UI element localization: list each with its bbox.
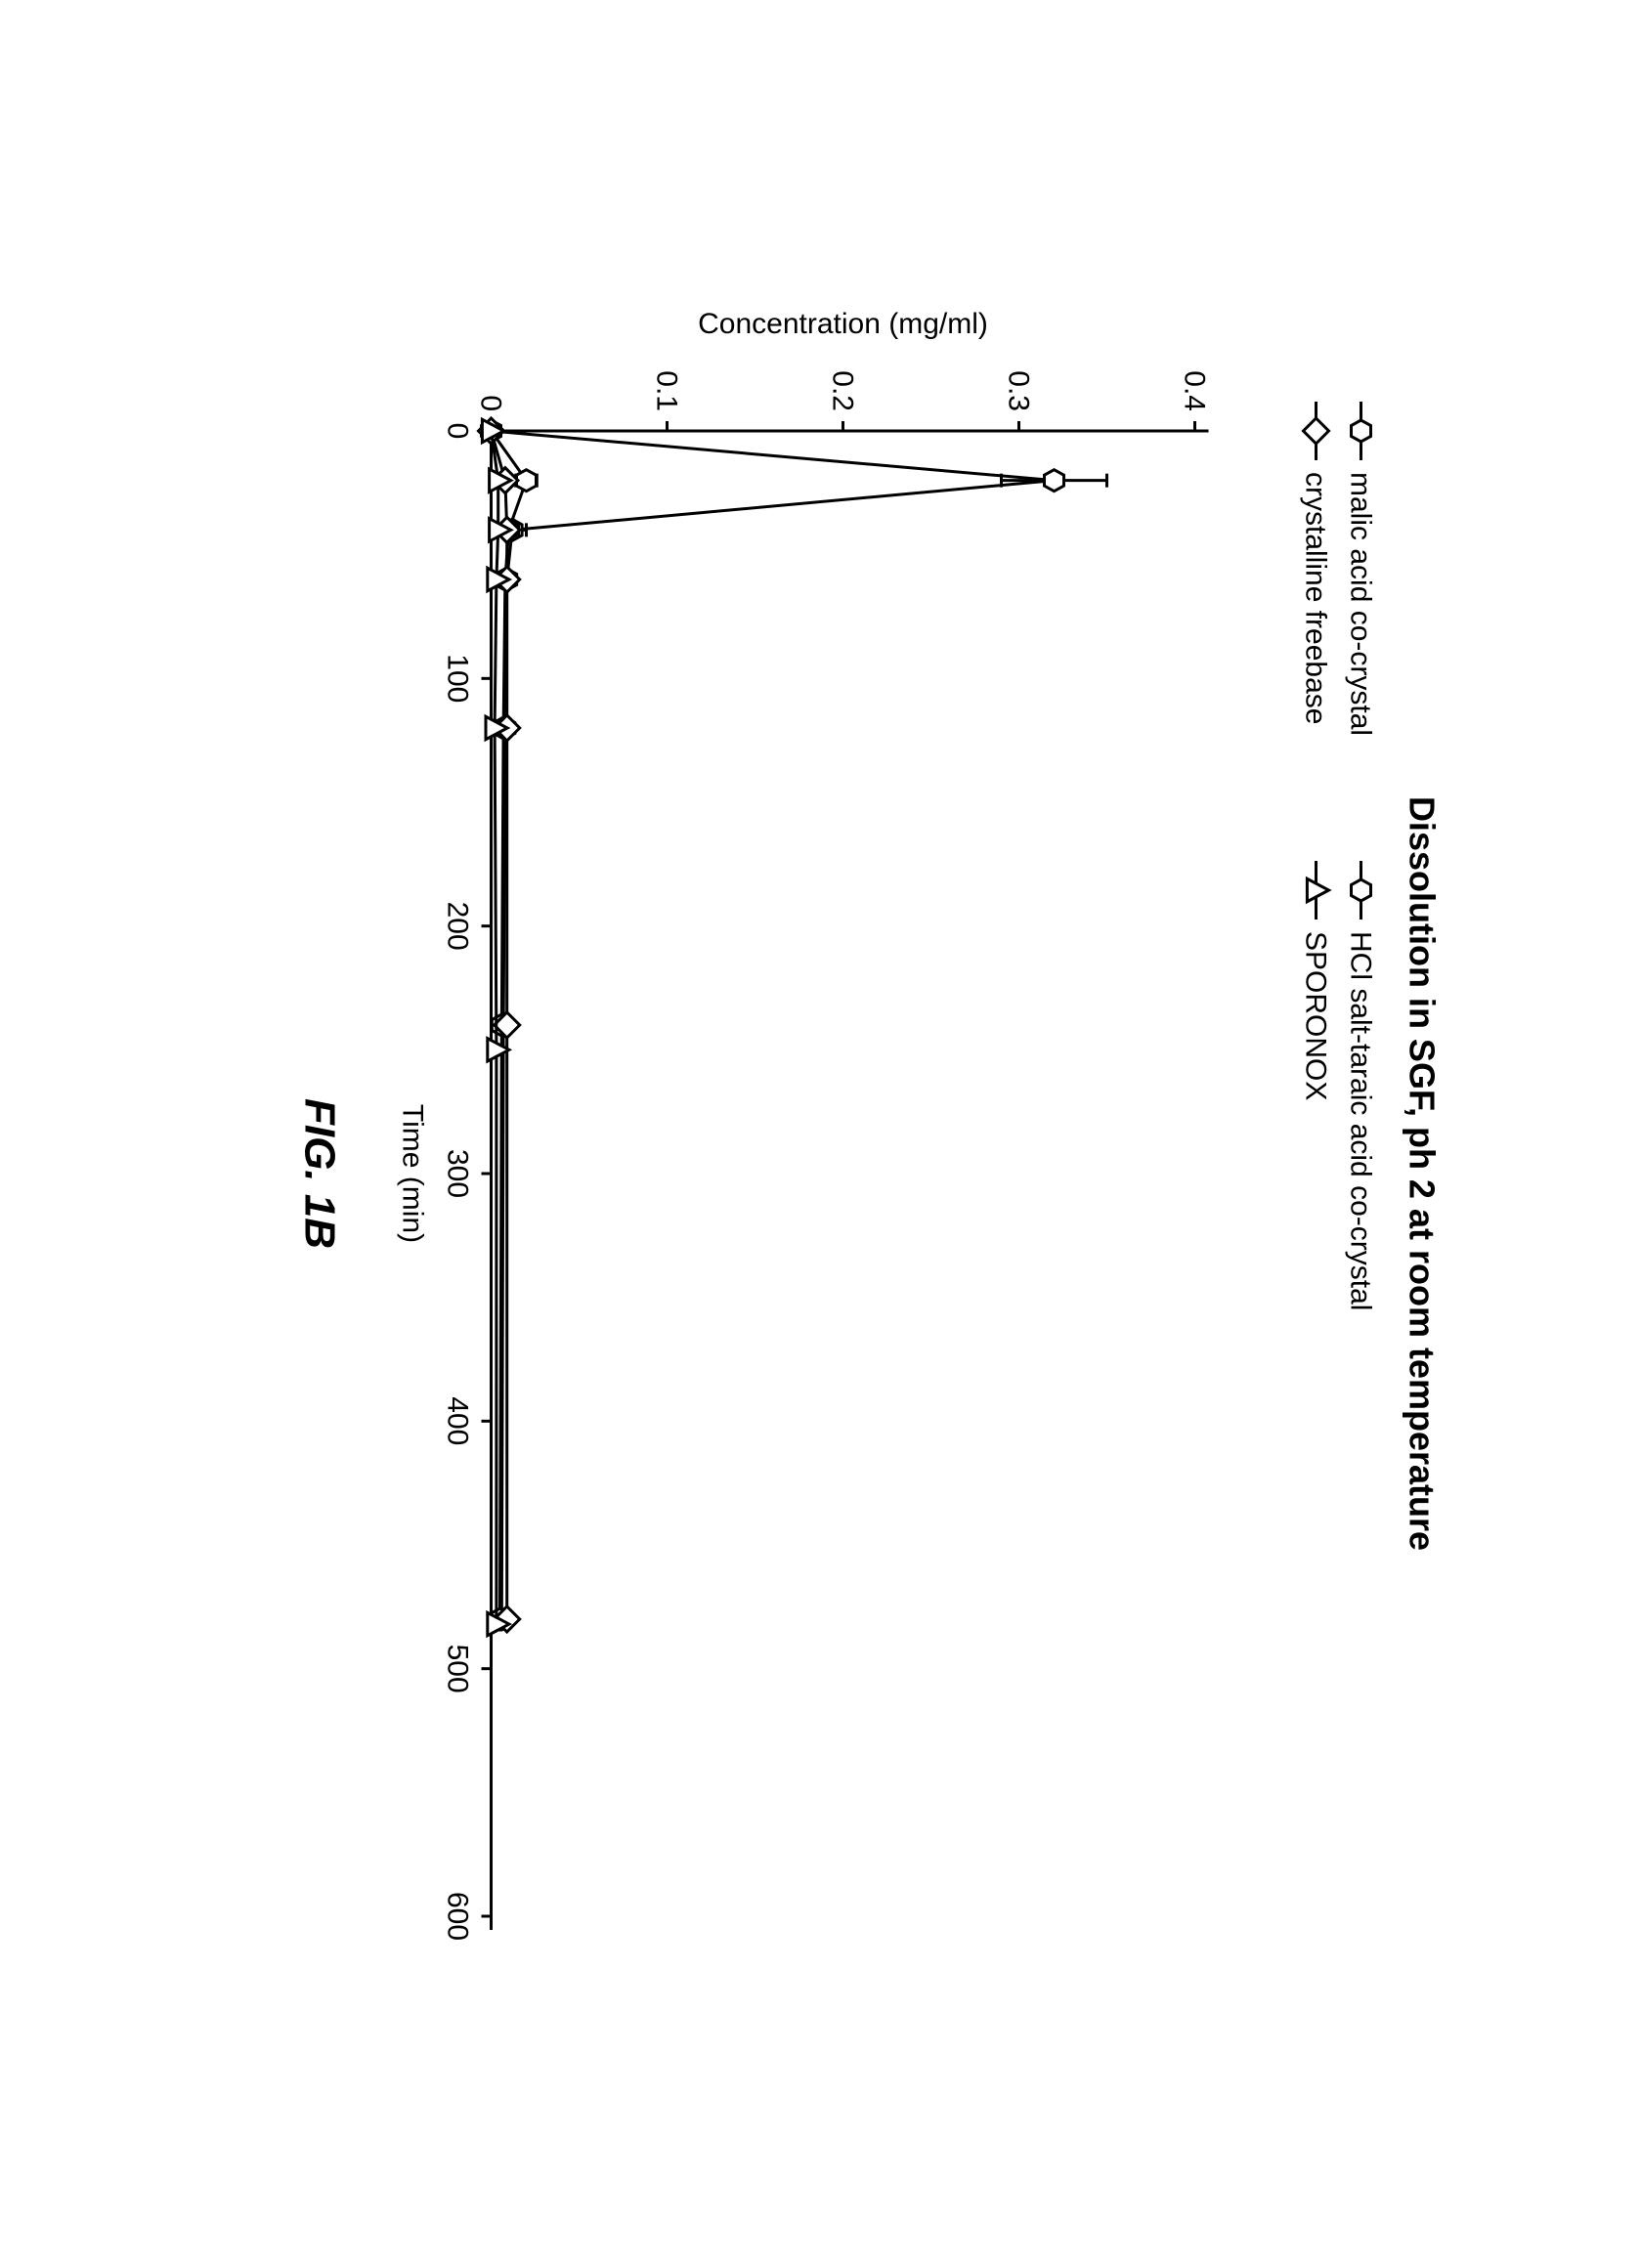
- legend-label: malic acid co-crystal: [1344, 472, 1376, 736]
- x-tick-label: 300: [441, 1148, 473, 1197]
- x-tick-label: 0: [441, 422, 473, 439]
- x-axis-label: Time (min): [396, 1103, 428, 1242]
- x-tick-label: 200: [441, 901, 473, 950]
- series-freebase: [478, 418, 519, 1632]
- legend-item: crystalline freebase: [1299, 402, 1331, 724]
- legend-item: SPORONOX: [1299, 861, 1331, 1100]
- legend-label: HCl salt-taraic acid co-crystal: [1344, 931, 1376, 1310]
- series-line-malic: [491, 431, 1054, 1619]
- series-malic: [481, 420, 1106, 1630]
- dissolution-chart: Dissolution in SGF, ph 2 at room tempera…: [188, 206, 1458, 2063]
- legend-item: HCl salt-taraic acid co-crystal: [1344, 861, 1376, 1310]
- legend-item: malic acid co-crystal: [1344, 402, 1376, 736]
- y-axis-label: Concentration (mg/ml): [698, 308, 988, 340]
- x-tick-label: 600: [441, 1891, 473, 1940]
- x-tick-label: 500: [441, 1644, 473, 1692]
- legend-marker-malic: [1351, 420, 1370, 442]
- y-tick-label: 0.4: [1178, 370, 1210, 411]
- legend-label: SPORONOX: [1299, 931, 1331, 1100]
- y-tick-label: 0.2: [826, 370, 858, 411]
- y-tick-label: 0.3: [1002, 370, 1034, 411]
- figure-label: FIG. 1B: [295, 1097, 343, 1248]
- chart-title: Dissolution in SGF, ph 2 at room tempera…: [1402, 795, 1442, 1550]
- legend-marker-hcl: [1351, 879, 1370, 901]
- chart-container: Dissolution in SGF, ph 2 at room tempera…: [183, 206, 1458, 2063]
- x-tick-label: 100: [441, 654, 473, 703]
- y-tick-label: 0.1: [650, 370, 682, 411]
- legend: malic acid co-crystal HCl salt-taraic aci…: [1299, 402, 1376, 1310]
- marker-malic: [1044, 469, 1063, 491]
- y-tick-label: 0: [474, 395, 506, 411]
- legend-marker-freebase: [1303, 418, 1328, 444]
- x-tick-label: 400: [441, 1396, 473, 1445]
- legend-label: crystalline freebase: [1299, 472, 1331, 724]
